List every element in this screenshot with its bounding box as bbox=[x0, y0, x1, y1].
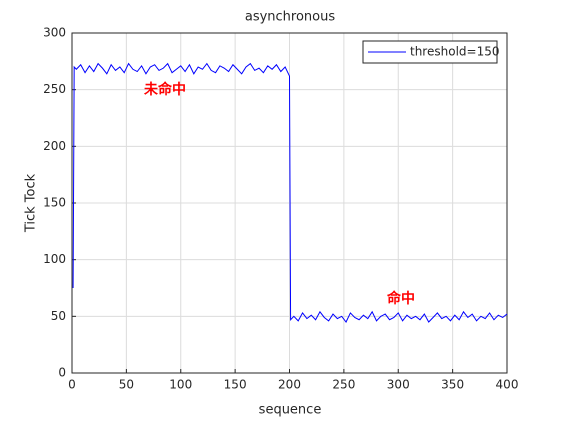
y-tick-label: 200 bbox=[43, 139, 66, 153]
legend-box bbox=[362, 40, 498, 64]
annotation: 未命中 bbox=[144, 81, 186, 98]
y-tick-label: 250 bbox=[43, 82, 66, 96]
annotation: 命中 bbox=[386, 290, 415, 307]
data-line bbox=[72, 62, 508, 323]
y-axis-label: Tick Tock bbox=[24, 173, 39, 233]
axes-box bbox=[71, 32, 508, 374]
x-axis-label: sequence bbox=[259, 403, 322, 418]
y-tick-label: 300 bbox=[43, 26, 66, 40]
x-tick-label: 150 bbox=[224, 378, 247, 392]
x-tick-label: 400 bbox=[496, 378, 519, 392]
x-tick-label: 100 bbox=[169, 378, 192, 392]
x-tick-label: 250 bbox=[332, 378, 355, 392]
y-tick-label: 150 bbox=[43, 196, 66, 210]
chart-title: asynchronous bbox=[245, 10, 336, 25]
x-tick-label: 350 bbox=[441, 378, 464, 392]
x-tick-label: 50 bbox=[119, 378, 134, 392]
y-tick-label: 100 bbox=[43, 252, 66, 266]
y-tick-label: 0 bbox=[58, 366, 66, 380]
legend-label: threshold=150 bbox=[410, 45, 499, 59]
y-tick-label: 50 bbox=[51, 309, 66, 323]
x-tick-label: 200 bbox=[278, 378, 301, 392]
x-tick-label: 300 bbox=[387, 378, 410, 392]
x-tick-label: 0 bbox=[68, 378, 76, 392]
